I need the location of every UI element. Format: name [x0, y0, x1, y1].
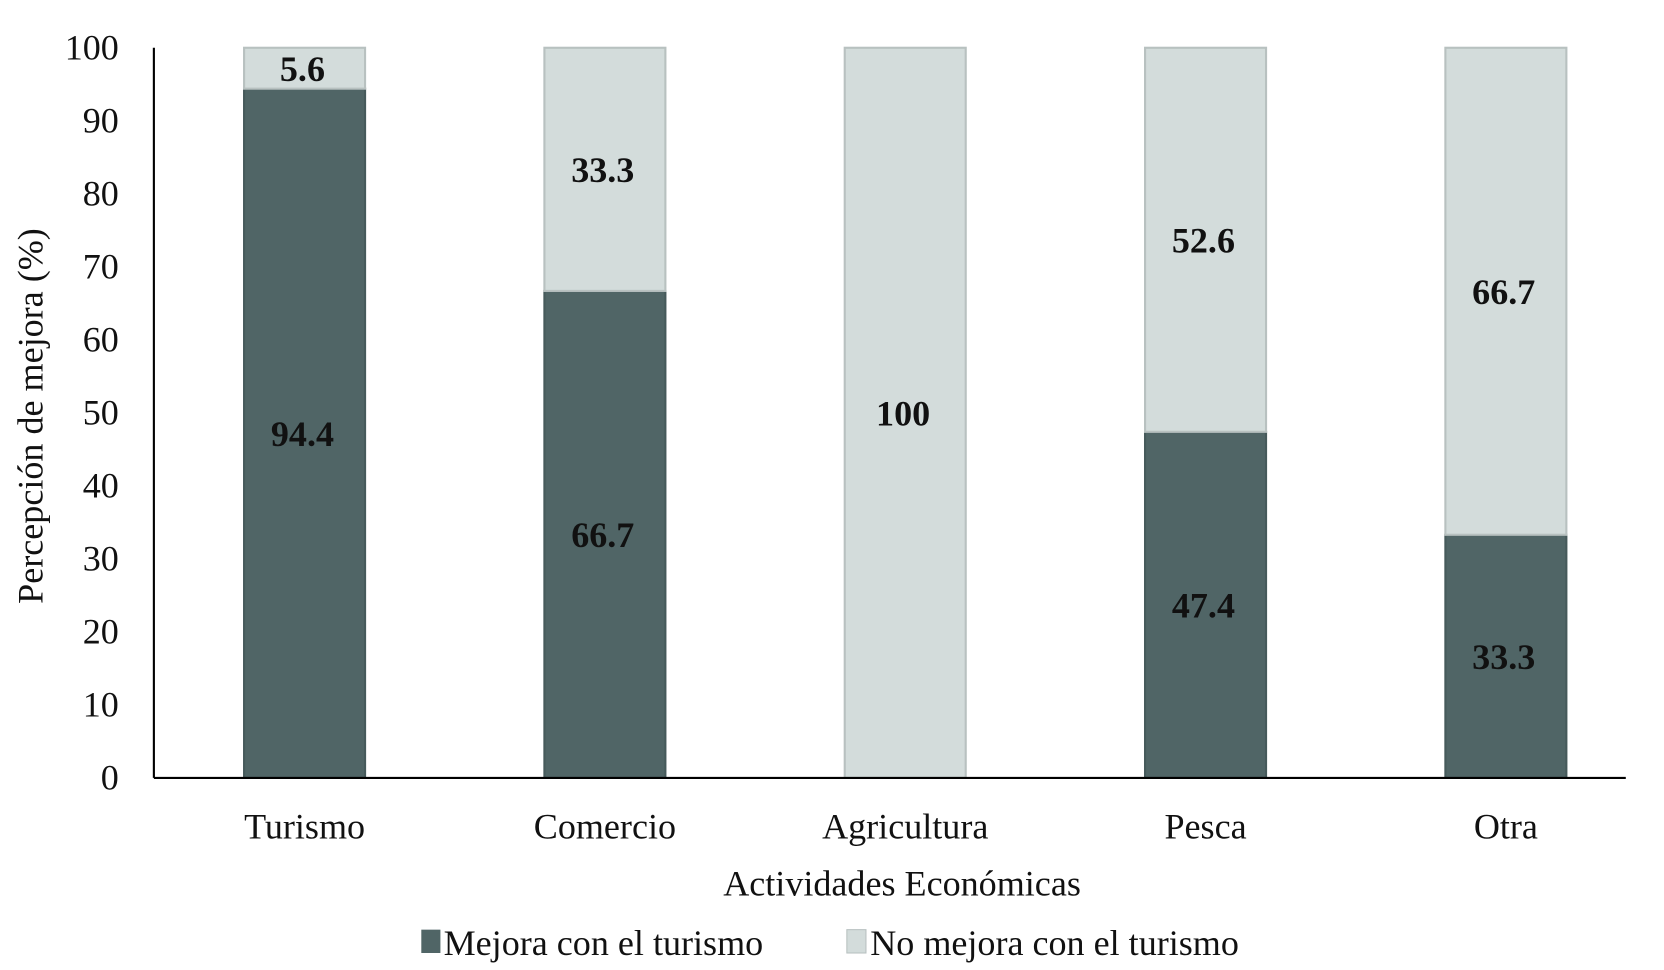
y-axis-title: Percepción de mejora (%): [10, 228, 50, 604]
data-label: 5.6: [280, 49, 325, 89]
legend-label-mejora: Mejora con el turismo: [444, 923, 764, 963]
y-tick-label: 40: [83, 466, 119, 506]
bars: 94.4 5.6 66.7 33.3 100 47.4 52.6 33.3 66.7: [243, 46, 1568, 779]
x-tick-label: Otra: [1474, 806, 1538, 846]
x-tick-label: Agricultura: [822, 806, 988, 846]
bar-segment: [843, 46, 967, 779]
data-label: 94.4: [271, 414, 334, 454]
data-label: 33.3: [1472, 637, 1535, 677]
bar-segment: [1144, 430, 1268, 779]
data-label: 66.7: [1472, 272, 1535, 312]
data-label: 100: [876, 394, 930, 434]
y-tick-label: 10: [83, 685, 119, 725]
y-tick-label: 70: [83, 246, 119, 286]
legend-swatch-no-mejora: [846, 929, 867, 954]
bar-segment: [243, 46, 367, 90]
data-label: 47.4: [1172, 586, 1235, 626]
y-tick-label: 0: [101, 758, 119, 798]
data-label: 66.7: [571, 515, 634, 555]
bar-segment: [1144, 46, 1268, 433]
legend-label-no-mejora: No mejora con el turismo: [870, 923, 1239, 963]
y-ticks: 0 10 20 30 40 50 60 70 80 90 100: [65, 27, 119, 797]
x-tick-label: Turismo: [244, 806, 365, 846]
y-tick-label: 60: [83, 319, 119, 359]
y-tick-label: 90: [83, 100, 119, 140]
bar-segment: [1444, 533, 1568, 779]
y-tick-label: 30: [83, 539, 119, 579]
x-tick-label: Pesca: [1164, 806, 1246, 846]
y-tick-label: 80: [83, 173, 119, 213]
y-tick-label: 100: [65, 27, 119, 67]
legend-swatch-mejora: [421, 929, 441, 953]
bar-segment: [1444, 46, 1568, 536]
x-axis-title: Actividades Económicas: [723, 864, 1081, 904]
bar-segment: [243, 87, 367, 779]
data-label: 52.6: [1172, 221, 1235, 261]
data-label: 33.3: [571, 150, 634, 190]
legend: Mejora con el turismo No mejora con el t…: [421, 923, 1239, 963]
x-tick-label: Comercio: [534, 806, 676, 846]
bar-segment: [543, 46, 667, 292]
x-tick-labels: Turismo Comercio Agricultura Pesca Otra: [244, 806, 1538, 846]
y-tick-label: 50: [83, 393, 119, 433]
y-tick-label: 20: [83, 612, 119, 652]
